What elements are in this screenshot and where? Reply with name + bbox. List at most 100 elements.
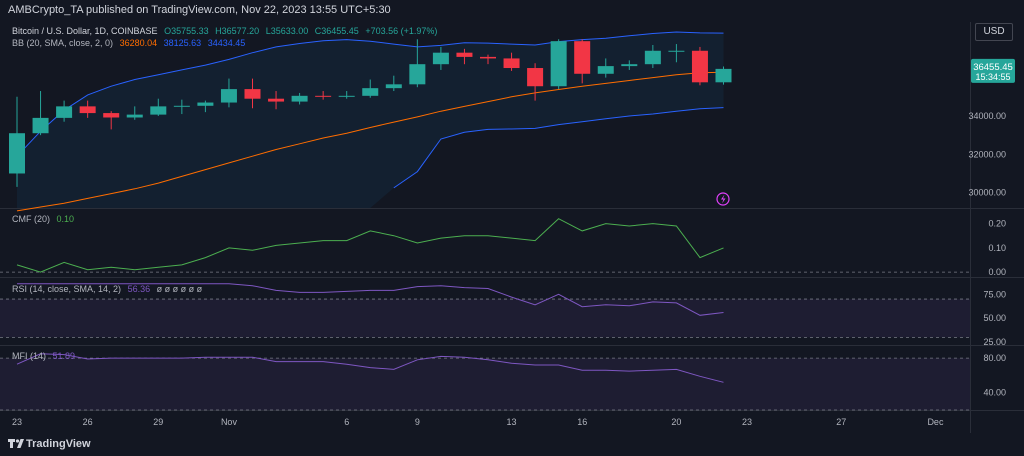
price-panel (9, 31, 732, 212)
candle[interactable] (715, 66, 732, 85)
price-tag-countdown: 15:34:55 (975, 72, 1010, 82)
candle[interactable] (691, 46, 708, 86)
candle[interactable] (220, 78, 237, 108)
candle[interactable] (597, 58, 614, 78)
price-tick-label: 32000.00 (968, 149, 1006, 159)
time-tick-label: 13 (507, 417, 517, 427)
candle[interactable] (103, 111, 120, 130)
time-axis: 23 26 29 Nov 6 9 13 16 20 23 27 Dec (12, 417, 944, 427)
candle-body (432, 52, 449, 65)
candle-body (315, 95, 332, 97)
top-bar: AMBCrypto_TA published on TradingView.co… (0, 0, 1024, 22)
time-tick-label: Dec (927, 417, 944, 427)
candle[interactable] (574, 39, 591, 84)
grid (0, 22, 1024, 433)
candle[interactable] (79, 100, 96, 118)
candle-body (668, 50, 685, 52)
candle[interactable] (56, 100, 73, 122)
candle-body (32, 117, 49, 134)
candle[interactable] (338, 91, 355, 99)
rsi-legend: RSI (14, close, SMA, 14, 2) 56.36 ø ø ø … (12, 284, 206, 294)
price-tag-box (971, 58, 1015, 83)
candle[interactable] (480, 54, 496, 65)
candle[interactable] (197, 100, 214, 113)
candle-body (574, 41, 591, 74)
time-tick-label: 9 (415, 417, 420, 427)
cmf-line (16, 218, 724, 273)
candle[interactable] (9, 96, 25, 187)
candle[interactable] (527, 63, 544, 101)
candle[interactable] (150, 98, 167, 116)
candle[interactable] (456, 48, 473, 65)
candle[interactable] (550, 39, 567, 90)
cmf-value: 0.10 (56, 214, 75, 224)
time-tick-label: Nov (221, 417, 238, 427)
candle[interactable] (32, 91, 49, 136)
cmf-legend: CMF (20) 0.10 (12, 214, 78, 224)
candle-body (150, 106, 167, 115)
candle[interactable] (644, 45, 661, 69)
candle[interactable] (126, 106, 143, 120)
candle-body (9, 133, 25, 174)
candle-body (56, 106, 73, 118)
ohlc-high: H36577.20 (215, 26, 260, 36)
time-tick-label: 27 (836, 417, 846, 427)
tradingview-brand: TradingView (26, 438, 91, 450)
rsi-tick-label: 50.00 (983, 313, 1006, 323)
candle[interactable] (291, 92, 308, 105)
candle[interactable] (503, 52, 520, 71)
rsi-band-fill (0, 299, 970, 338)
mfi-panel (0, 353, 970, 411)
time-tick-label: 26 (83, 417, 93, 427)
candle[interactable] (432, 46, 449, 70)
candle[interactable] (621, 60, 638, 70)
currency-button[interactable]: USD (975, 23, 1013, 41)
published-text: AMBCrypto_TA published on TradingView.co… (8, 4, 391, 16)
candle[interactable] (668, 44, 685, 63)
bb-label: BB (20, SMA, close, 2, 0) (12, 38, 114, 48)
mfi-line (16, 353, 724, 383)
candle[interactable] (173, 99, 190, 115)
rsi-panel (0, 283, 970, 338)
ohlc-open: O35755.33 (164, 26, 209, 36)
lightning-icon[interactable] (716, 192, 730, 206)
candle-body (244, 89, 261, 99)
time-tick-label: 20 (671, 417, 681, 427)
mfi-tick-label: 40.00 (983, 388, 1006, 398)
cmf-tick-label: 0.20 (988, 219, 1006, 229)
candle-body (621, 64, 638, 67)
bb-upper-value: 38125.63 (163, 38, 202, 48)
bb-upper-line (16, 31, 724, 157)
candle-body (126, 114, 143, 118)
time-tick-label: 23 (742, 417, 752, 427)
candle-body (715, 68, 732, 83)
bb-lower-line (393, 107, 724, 189)
price-tick-label: 34000.00 (968, 111, 1006, 121)
rsi-tick-label: 75.00 (983, 289, 1006, 299)
bb-band-fill (17, 31, 724, 209)
candle[interactable] (385, 75, 402, 92)
candle-body (409, 64, 426, 85)
candle[interactable] (244, 78, 261, 109)
bb-basis-value: 36280.04 (119, 38, 158, 48)
candle[interactable] (315, 91, 332, 100)
price-tag-value: 36455.45 (973, 62, 1013, 73)
time-tick-label: 29 (153, 417, 163, 427)
mfi-value: 51.89 (52, 351, 76, 361)
bb-basis-line (16, 71, 724, 212)
candle[interactable] (409, 39, 426, 88)
cmf-tick-label: 0.00 (988, 267, 1006, 277)
cmf-label: CMF (20) (12, 214, 50, 224)
candle-body (550, 41, 567, 87)
rsi-tick-label: 25.00 (983, 337, 1006, 347)
candle-body (197, 102, 214, 106)
time-tick-label: 16 (577, 417, 587, 427)
rsi-value: 56.36 (127, 284, 151, 294)
candle[interactable] (268, 91, 285, 110)
symbol-name: Bitcoin / U.S. Dollar, 1D, COINBASE (12, 26, 158, 36)
candle-body (173, 105, 190, 107)
candle-body (480, 56, 496, 59)
candle[interactable] (362, 79, 379, 98)
candle-body (691, 50, 708, 83)
